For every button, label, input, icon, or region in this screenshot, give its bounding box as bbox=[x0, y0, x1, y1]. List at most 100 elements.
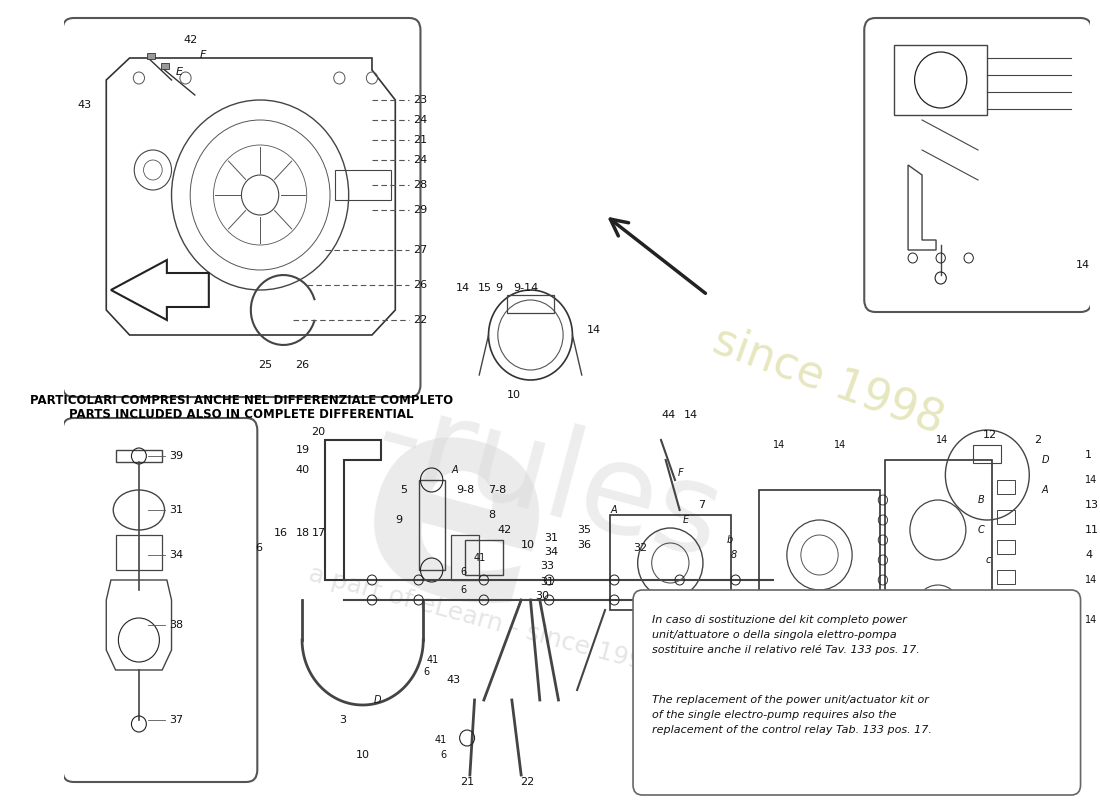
Text: 19: 19 bbox=[296, 445, 310, 455]
Text: D: D bbox=[1042, 455, 1049, 465]
Bar bbox=[334, 170, 390, 200]
Text: 28: 28 bbox=[412, 180, 427, 190]
Text: 42: 42 bbox=[498, 525, 513, 535]
Text: 21: 21 bbox=[412, 135, 427, 145]
Text: 43: 43 bbox=[447, 675, 461, 685]
Text: 7-8: 7-8 bbox=[488, 485, 507, 495]
Text: 14: 14 bbox=[1086, 475, 1098, 485]
Text: 9: 9 bbox=[495, 283, 503, 293]
Text: 4: 4 bbox=[1086, 550, 1092, 560]
Text: 33: 33 bbox=[540, 561, 553, 571]
Text: 6: 6 bbox=[255, 543, 263, 553]
Text: 41: 41 bbox=[427, 655, 439, 665]
Text: 24: 24 bbox=[412, 155, 427, 165]
Text: F: F bbox=[678, 468, 683, 478]
Text: 14: 14 bbox=[1076, 260, 1090, 270]
Text: D: D bbox=[374, 695, 382, 705]
Text: A: A bbox=[610, 505, 617, 515]
Bar bbox=[609, 515, 730, 610]
FancyBboxPatch shape bbox=[632, 590, 1080, 795]
Text: 36: 36 bbox=[578, 540, 591, 550]
Text: 3: 3 bbox=[339, 715, 346, 725]
Text: a part of eLearn - since 1998: a part of eLearn - since 1998 bbox=[306, 562, 662, 678]
Text: 41: 41 bbox=[473, 553, 485, 563]
Text: 6: 6 bbox=[461, 567, 466, 577]
Text: 26: 26 bbox=[295, 360, 309, 370]
Text: e: e bbox=[330, 366, 582, 674]
Text: 5: 5 bbox=[400, 485, 407, 495]
Bar bbox=[997, 610, 1015, 624]
Text: 18: 18 bbox=[296, 528, 310, 538]
Text: 7: 7 bbox=[698, 500, 705, 510]
Text: 6: 6 bbox=[461, 585, 466, 595]
Text: 16: 16 bbox=[274, 528, 288, 538]
Text: 9: 9 bbox=[395, 515, 403, 525]
Text: 9-8: 9-8 bbox=[455, 485, 474, 495]
Text: 22: 22 bbox=[520, 777, 535, 787]
Text: 24: 24 bbox=[412, 115, 427, 125]
Text: A: A bbox=[451, 465, 458, 475]
Bar bbox=[997, 540, 1015, 554]
Bar bbox=[419, 480, 444, 570]
FancyBboxPatch shape bbox=[63, 418, 257, 782]
Text: 14: 14 bbox=[773, 675, 785, 685]
Text: 34: 34 bbox=[544, 547, 559, 557]
Text: 14: 14 bbox=[684, 410, 699, 420]
Text: 15: 15 bbox=[477, 283, 492, 293]
Text: 14: 14 bbox=[773, 440, 785, 450]
Text: 14: 14 bbox=[1086, 615, 1098, 625]
Text: B: B bbox=[978, 495, 984, 505]
FancyBboxPatch shape bbox=[865, 18, 1091, 312]
Text: since 1998: since 1998 bbox=[707, 318, 950, 442]
Text: 14: 14 bbox=[586, 325, 601, 335]
FancyBboxPatch shape bbox=[63, 18, 420, 397]
Text: 14: 14 bbox=[936, 435, 948, 445]
Text: 35: 35 bbox=[578, 525, 591, 535]
Text: 43: 43 bbox=[78, 100, 92, 110]
Text: 6: 6 bbox=[424, 667, 429, 677]
Text: PARTICOLARI COMPRESI ANCHE NEL DIFFERENZIALE COMPLETO: PARTICOLARI COMPRESI ANCHE NEL DIFFERENZ… bbox=[30, 394, 453, 406]
Bar bbox=[147, 53, 155, 59]
Text: 42: 42 bbox=[183, 35, 197, 45]
Text: 38: 38 bbox=[168, 620, 183, 630]
Text: 41: 41 bbox=[434, 735, 447, 745]
Text: 44: 44 bbox=[661, 410, 675, 420]
Bar bbox=[773, 610, 857, 650]
Text: 26: 26 bbox=[412, 280, 427, 290]
Text: A: A bbox=[1042, 485, 1048, 495]
Text: 29: 29 bbox=[412, 205, 427, 215]
Text: 22: 22 bbox=[412, 315, 427, 325]
Text: 12: 12 bbox=[982, 430, 997, 440]
Text: 14: 14 bbox=[455, 283, 470, 293]
Bar bbox=[974, 445, 1001, 463]
Bar bbox=[759, 490, 880, 670]
Text: 10: 10 bbox=[521, 540, 536, 550]
Text: 1: 1 bbox=[1086, 450, 1092, 460]
Text: 34: 34 bbox=[168, 550, 183, 560]
Text: 10: 10 bbox=[355, 750, 370, 760]
Text: E: E bbox=[176, 67, 184, 77]
Bar bbox=[116, 535, 162, 570]
Bar bbox=[884, 460, 992, 680]
Text: PARTS INCLUDED ALSO IN COMPLETE DIFFERENTIAL: PARTS INCLUDED ALSO IN COMPLETE DIFFEREN… bbox=[69, 409, 414, 422]
Text: 21: 21 bbox=[460, 777, 474, 787]
Text: 37: 37 bbox=[168, 715, 183, 725]
Text: In caso di sostituzione del kit completo power
unit/attuatore o della singola el: In caso di sostituzione del kit completo… bbox=[651, 615, 920, 655]
Text: E: E bbox=[682, 515, 689, 525]
Text: -rules: -rules bbox=[363, 376, 735, 584]
Text: 31: 31 bbox=[168, 505, 183, 515]
Text: 14: 14 bbox=[1086, 575, 1098, 585]
Text: 40: 40 bbox=[296, 465, 310, 475]
Text: b: b bbox=[726, 535, 733, 545]
Text: 20: 20 bbox=[311, 427, 326, 437]
Text: 17: 17 bbox=[311, 528, 326, 538]
Bar bbox=[997, 650, 1015, 664]
Polygon shape bbox=[111, 260, 209, 320]
Text: 8: 8 bbox=[488, 510, 496, 520]
Text: 23: 23 bbox=[412, 95, 427, 105]
Text: 32: 32 bbox=[632, 543, 647, 553]
Text: 14: 14 bbox=[834, 440, 846, 450]
Text: 10: 10 bbox=[507, 390, 521, 400]
Text: 2: 2 bbox=[1034, 435, 1041, 445]
Text: 8: 8 bbox=[730, 550, 737, 560]
